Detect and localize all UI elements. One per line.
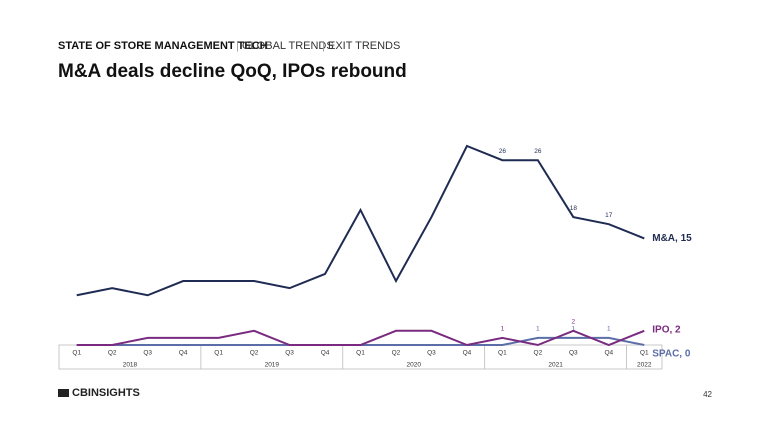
year-label: 2020 [406, 362, 421, 369]
x-tick-label: Q4 [179, 350, 188, 357]
x-tick-label: Q4 [604, 350, 613, 357]
x-tick-label: Q1 [640, 350, 649, 357]
x-tick-label: Q1 [72, 350, 81, 357]
logo-mark [58, 389, 69, 397]
value-label: 26 [499, 148, 507, 155]
end-label: IPO, 2 [652, 324, 681, 335]
x-tick-label: Q2 [392, 350, 401, 357]
crumb: GLOBAL TRENDS [242, 40, 334, 52]
end-label: M&A, 15 [652, 233, 692, 244]
year-label: 2018 [123, 362, 138, 369]
axis-box [58, 344, 663, 370]
x-tick-label: Q3 [143, 350, 152, 357]
page-number: 42 [703, 390, 712, 399]
value-label: 26 [534, 148, 542, 155]
line [76, 329, 645, 347]
x-tick-label: Q2 [108, 350, 117, 357]
x-tick-label: Q3 [427, 350, 436, 357]
x-tick-label: Q4 [321, 350, 330, 357]
logo: CBINSIGHTS [72, 387, 140, 399]
line [76, 144, 645, 297]
value-label: 1 [536, 326, 540, 333]
x-tick-label: Q4 [463, 350, 472, 357]
year-label: 2019 [265, 362, 280, 369]
value-label: 17 [605, 212, 613, 219]
separator: | [236, 40, 239, 52]
x-tick-label: Q3 [569, 350, 578, 357]
separator: | [322, 40, 325, 52]
section: STATE OF STORE MANAGEMENT TECH [58, 40, 268, 52]
x-tick-label: Q1 [356, 350, 365, 357]
value-label: 2 [572, 319, 576, 326]
x-tick-label: Q3 [285, 350, 294, 357]
x-tick-label: Q2 [250, 350, 259, 357]
crumb: EXIT TRENDS [328, 40, 400, 52]
x-tick-label: Q1 [214, 350, 223, 357]
value-label: 1 [607, 326, 611, 333]
value-label: 1 [572, 326, 576, 333]
year-label: 2021 [548, 362, 563, 369]
value-label: 18 [570, 205, 578, 212]
value-label: 1 [501, 326, 505, 333]
x-tick-label: Q2 [534, 350, 543, 357]
end-label: SPAC, 0 [652, 349, 691, 360]
x-tick-label: Q1 [498, 350, 507, 357]
year-label: 2022 [637, 362, 652, 369]
chart-title: M&A deals decline QoQ, IPOs rebound [58, 61, 407, 82]
